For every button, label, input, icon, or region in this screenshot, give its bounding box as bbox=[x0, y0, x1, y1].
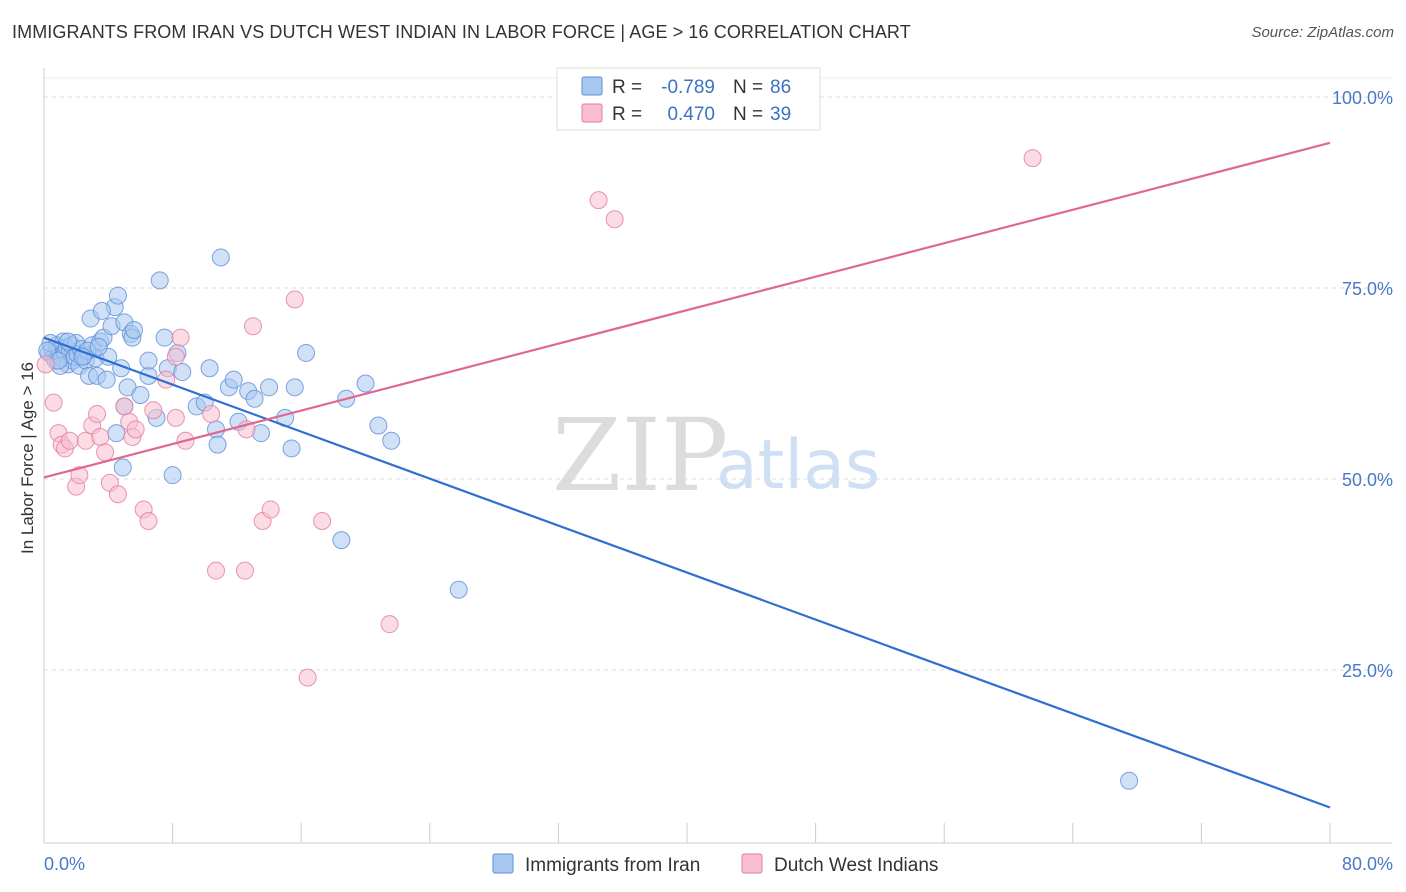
dutch-west-indian-point bbox=[166, 408, 185, 427]
iran-point bbox=[211, 248, 230, 267]
dutch-west-indian-point bbox=[1023, 149, 1042, 168]
x-tick-label: 80.0% bbox=[1342, 854, 1393, 874]
legend-label: Immigrants from Iran bbox=[525, 855, 700, 876]
x-tick-label: 0.0% bbox=[44, 854, 85, 874]
stats-r-value: 0.470 bbox=[667, 104, 715, 125]
iran-point bbox=[332, 531, 351, 550]
watermark-atlas: atlas bbox=[716, 426, 880, 505]
dutch-west-indian-point bbox=[91, 427, 110, 446]
legend-label: Dutch West Indians bbox=[774, 855, 938, 876]
iran-point bbox=[200, 359, 219, 378]
iran-point bbox=[297, 343, 316, 362]
trend-lines bbox=[43, 141, 1331, 809]
iran-trend-line bbox=[43, 336, 1331, 809]
stats-n-value: 86 bbox=[770, 77, 791, 98]
iran-point bbox=[260, 378, 279, 397]
stats-n-label: N = bbox=[733, 77, 763, 98]
iran-point bbox=[92, 301, 111, 320]
stats-r-label: R = bbox=[612, 77, 642, 98]
stats-r-value: -0.789 bbox=[661, 77, 715, 98]
iran-point bbox=[224, 370, 243, 389]
dutch-west-indian-point bbox=[207, 561, 226, 580]
dutch-west-indian-point bbox=[126, 420, 145, 439]
stats-swatch bbox=[581, 103, 603, 123]
dutch-west-indian-point bbox=[380, 615, 399, 634]
dutch-west-indian-point bbox=[44, 393, 63, 412]
grid-lines bbox=[44, 77, 1392, 671]
dutch-west-indian-point bbox=[70, 466, 89, 485]
dutch-west-indian-point bbox=[298, 668, 317, 687]
y-tick-label: 25.0% bbox=[1342, 661, 1393, 681]
iran-point bbox=[285, 378, 304, 397]
y-tick-label: 75.0% bbox=[1342, 279, 1393, 299]
iran-point bbox=[139, 351, 158, 370]
iran-point bbox=[382, 431, 401, 450]
iran-point bbox=[245, 389, 264, 408]
dutch-west-indian-point bbox=[171, 328, 190, 347]
dutch-west-indian-point bbox=[166, 347, 185, 366]
y-tick-label: 100.0% bbox=[1332, 88, 1393, 108]
dutch-west-indian-point bbox=[96, 443, 115, 462]
iran-point bbox=[163, 466, 182, 485]
data-points bbox=[36, 149, 1139, 790]
iran-point bbox=[449, 580, 468, 599]
dutch-west-indian-point bbox=[115, 397, 134, 416]
stats-n-label: N = bbox=[733, 104, 763, 125]
iran-point bbox=[113, 458, 132, 477]
stats-r-label: R = bbox=[612, 104, 642, 125]
dutch-west-indian-point bbox=[36, 355, 55, 374]
iran-point bbox=[356, 374, 375, 393]
dutch-west-indian-point bbox=[108, 485, 127, 504]
legend-swatch bbox=[492, 853, 514, 874]
dutch-west-indian-point bbox=[139, 512, 158, 531]
dutch-west-indian-point bbox=[235, 561, 254, 580]
chart-title: IMMIGRANTS FROM IRAN VS DUTCH WEST INDIA… bbox=[12, 22, 911, 42]
iran-point bbox=[97, 370, 116, 389]
iran-point bbox=[282, 439, 301, 458]
iran-point bbox=[131, 385, 150, 404]
iran-point bbox=[108, 286, 127, 305]
dutch-west-indian-point bbox=[88, 405, 107, 424]
dutch-west-indian-point bbox=[313, 512, 332, 531]
iran-point bbox=[150, 271, 169, 290]
dutch-west-indian-trend-line bbox=[43, 141, 1331, 479]
y-tick-label: 50.0% bbox=[1342, 470, 1393, 490]
y-axis-label: In Labor Force | Age > 16 bbox=[18, 362, 37, 554]
dutch-west-indian-point bbox=[202, 405, 221, 424]
legend: Immigrants from Iran Dutch West Indians bbox=[492, 853, 938, 876]
iran-point bbox=[1120, 771, 1139, 790]
iran-point bbox=[369, 416, 388, 435]
dutch-west-indian-point bbox=[589, 191, 608, 210]
dutch-west-indian-point bbox=[60, 431, 79, 450]
iran-point bbox=[208, 435, 227, 454]
iran-point bbox=[155, 328, 174, 347]
dutch-west-indian-point bbox=[243, 317, 262, 336]
dutch-west-indian-point bbox=[261, 500, 280, 519]
dutch-west-indian-point bbox=[144, 401, 163, 420]
stats-swatch bbox=[581, 76, 603, 96]
iran-point bbox=[125, 321, 144, 340]
axes bbox=[43, 68, 1392, 844]
legend-swatch bbox=[741, 853, 763, 874]
stats-box: R = -0.789 N = 86 R = 0.470 N = 39 bbox=[556, 67, 821, 131]
source-label: Source: ZipAtlas.com bbox=[1251, 24, 1394, 41]
watermark-zip: ZIP bbox=[552, 397, 728, 514]
dutch-west-indian-point bbox=[285, 290, 304, 309]
iran-point bbox=[89, 337, 108, 356]
iran-point bbox=[173, 363, 192, 382]
tick-labels: 100.0% 75.0% 50.0% 25.0% 0.0% 80.0% In Labor F… bbox=[18, 88, 1393, 874]
stats-n-value: 39 bbox=[770, 104, 791, 125]
dutch-west-indian-point bbox=[605, 210, 624, 229]
